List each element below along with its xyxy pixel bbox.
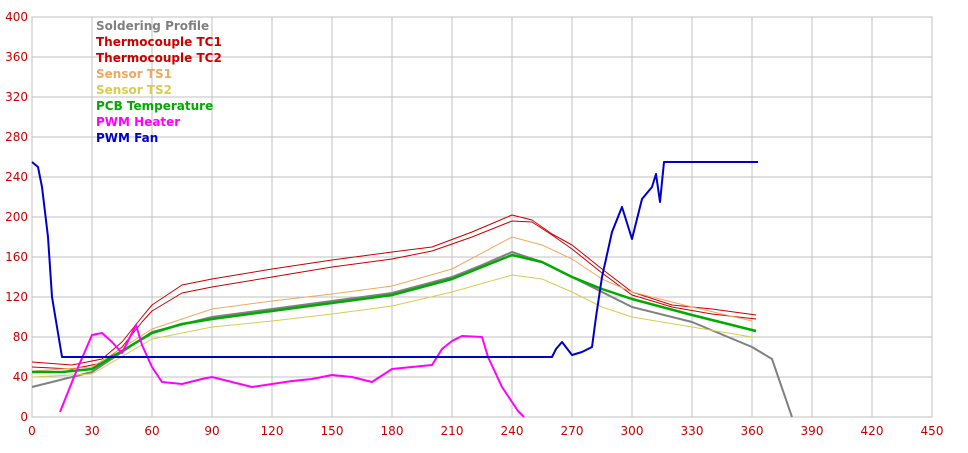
legend-item-soldering-profile: Soldering Profile (96, 19, 209, 33)
series-line-thermocouple-tc1 (31, 214, 757, 366)
series-line-sensor-ts1 (31, 236, 753, 372)
legend-item-pwm-fan: PWM Fan (96, 131, 158, 145)
series-line-pwm-heater (59, 324, 525, 418)
x-tick-label: 180 (381, 424, 404, 438)
y-tick-label: 240 (5, 170, 28, 184)
x-tick-label: 90 (204, 424, 219, 438)
series-layer (31, 161, 793, 418)
y-tick-label: 120 (5, 290, 28, 304)
legend: Soldering Profile Thermocouple TC1 Thermoc… (96, 19, 222, 145)
y-tick-label: 0 (20, 410, 28, 424)
y-tick-label: 200 (5, 210, 28, 224)
y-tick-label: 360 (5, 50, 28, 64)
x-tick-label: 30 (84, 424, 99, 438)
series-line-pcb-temperature (32, 253, 757, 374)
x-tick-label: 0 (28, 424, 36, 438)
y-tick-label: 40 (13, 370, 28, 384)
x-tick-label: 150 (321, 424, 344, 438)
y-tick-label: 80 (13, 330, 28, 344)
y-tick-label: 320 (5, 90, 28, 104)
axis-layer: 0 30 60 90 120 150 180 210 240 270 300 330 360 390 420… (5, 10, 943, 438)
y-tick-label: 160 (5, 250, 28, 264)
x-tick-label: 210 (441, 424, 464, 438)
y-tick-label: 280 (5, 130, 28, 144)
x-tick-label: 60 (144, 424, 159, 438)
x-tick-label: 120 (261, 424, 284, 438)
x-tick-label: 390 (801, 424, 824, 438)
x-tick-label: 450 (921, 424, 944, 438)
series-line-pwm-fan (31, 161, 758, 358)
x-tick-label: 360 (741, 424, 764, 438)
y-tick-label: 400 (5, 10, 28, 24)
legend-item-sensor-ts2: Sensor TS2 (96, 83, 172, 97)
x-tick-label: 240 (501, 424, 524, 438)
x-tick-label: 420 (861, 424, 884, 438)
grid-layer (31, 16, 933, 418)
legend-item-pwm-heater: PWM Heater (96, 115, 180, 129)
x-tick-label: 300 (621, 424, 644, 438)
x-tick-label: 270 (561, 424, 584, 438)
legend-item-thermocouple-tc2: Thermocouple TC2 (96, 51, 222, 65)
legend-item-pcb-temperature: PCB Temperature (96, 99, 213, 113)
x-tick-label: 330 (681, 424, 704, 438)
series-line-sensor-ts2 (31, 274, 753, 378)
legend-item-sensor-ts1: Sensor TS1 (96, 67, 172, 81)
series-line-soldering-profile (31, 251, 793, 418)
legend-item-thermocouple-tc1: Thermocouple TC1 (96, 35, 222, 49)
